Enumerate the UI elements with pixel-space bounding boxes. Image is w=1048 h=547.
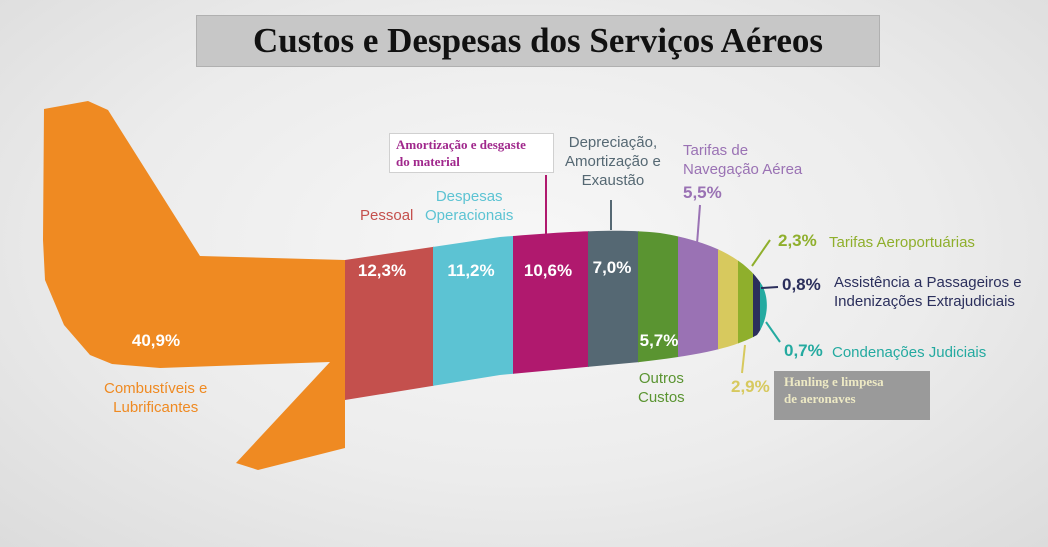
value-outros-custos: 5,7% — [639, 331, 679, 350]
segment-depreciacao — [588, 230, 639, 400]
label-tarifas-aeroportuarias: Tarifas Aeroportuárias — [829, 234, 975, 251]
value-combustiveis: 40,9% — [131, 331, 181, 350]
chart-title-box: Custos e Despesas dos Serviços Aéreos — [196, 15, 880, 67]
value-assistencia: 0,8% — [782, 275, 821, 294]
label-depreciacao: Depreciação, Amortização e Exaustão — [565, 134, 661, 190]
label-handling-box: Hanling e limpesa de aeronaves — [774, 371, 930, 420]
segment-condenacoes — [760, 230, 767, 400]
label-condenacoes: Condenações Judiciais — [832, 344, 987, 361]
segment-pessoal — [345, 230, 434, 400]
value-pessoal: 12,3% — [357, 261, 407, 280]
value-despesas-operacionais: 11,2% — [447, 261, 495, 280]
value-amortizacao: 10,6% — [523, 261, 573, 280]
value-tarifas-aeroportuarias: 2,3% — [778, 231, 817, 250]
label-amortizacao-box: Amortização e desgaste do material — [389, 133, 554, 173]
segment-assistencia — [753, 230, 761, 400]
label-tarifas-navegacao: Tarifas de Navegação Aérea — [683, 142, 803, 179]
label-combustiveis: Combustíveis e Lubrificantes — [104, 380, 208, 417]
segment-combustiveis — [43, 101, 345, 470]
segment-despesas-operacionais — [433, 230, 514, 400]
value-tarifas-navegacao: 5,5% — [683, 183, 722, 202]
value-condenacoes: 0,7% — [784, 341, 823, 360]
label-despesas-operacionais: Despesas Operacionais — [425, 188, 514, 225]
value-handling: 2,9% — [731, 377, 770, 396]
label-assistencia: Assistência a Passageiros e Indenizações … — [834, 274, 1022, 311]
label-outros-custos: Outros Custos — [638, 370, 685, 407]
segment-amortizacao-desgaste — [513, 230, 589, 400]
label-pessoal: Pessoal — [360, 207, 414, 224]
chart-title: Custos e Despesas dos Serviços Aéreos — [252, 21, 824, 60]
value-depreciacao: 7,0% — [592, 258, 632, 277]
